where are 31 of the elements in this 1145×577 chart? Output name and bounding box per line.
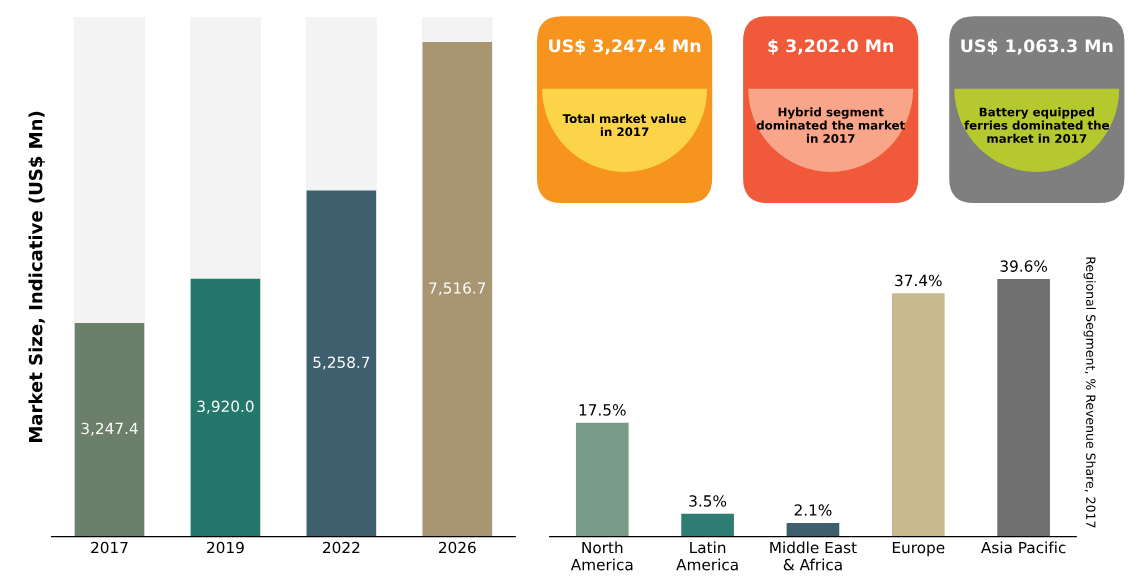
- data-label: 5,258.7: [313, 356, 370, 370]
- data-label: 37.4%: [895, 274, 942, 287]
- text: $ 3,202.0 Mn: [768, 38, 894, 55]
- data-label: 39.6%: [1000, 260, 1048, 272]
- bar: [575, 422, 629, 537]
- data-label: 3,247.4: [81, 422, 138, 436]
- text: Hybrid segment dominated the market in 2017: [756, 107, 905, 143]
- x-tick-label: 2019: [207, 541, 244, 554]
- text: US$ 3,247.4 Mn: [549, 38, 701, 55]
- data-label: 3,920.0: [197, 400, 254, 414]
- x-tick-label: Asia Pacific: [981, 541, 1066, 554]
- x-tick-label: Latin America: [676, 541, 738, 571]
- bar: [786, 522, 840, 537]
- x-tick-label: 2017: [91, 541, 128, 554]
- text: Battery equipped ferries dominated the market in 2017: [964, 107, 1109, 143]
- bar: [891, 293, 945, 537]
- bar: [681, 513, 734, 537]
- x-tick-label: Europe: [892, 541, 945, 557]
- text: Total market value in 2017: [562, 113, 686, 137]
- y-axis-title: Market Size, Indicative (US$ Mn): [28, 111, 45, 442]
- bar: [997, 279, 1050, 537]
- data-label: 2.1%: [794, 504, 832, 516]
- x-tick-label: 2022: [323, 541, 360, 554]
- x-tick-label: North America: [570, 541, 633, 571]
- data-label: 3.5%: [689, 495, 727, 507]
- x-tick-label: 2026: [438, 541, 476, 554]
- text: US$ 1,063.3 Mn: [961, 38, 1113, 55]
- data-label: 17.5%: [579, 404, 626, 416]
- y-axis-title: Regional Segment, % Revenue Share, 2017: [1083, 257, 1096, 528]
- data-label: 7,516.7: [429, 282, 486, 296]
- x-tick-label: Middle East & Africa: [770, 541, 857, 571]
